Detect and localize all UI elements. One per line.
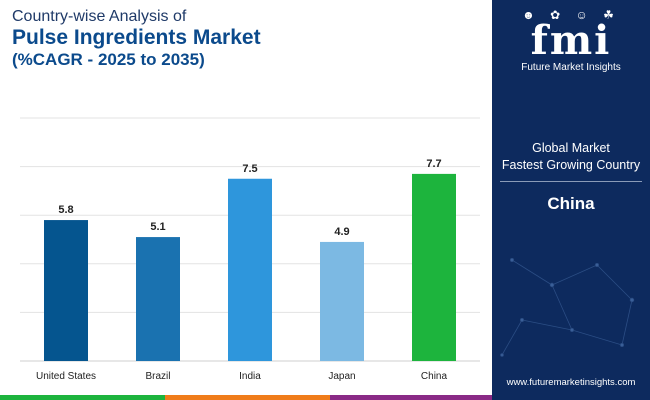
chart-title: Pulse Ingredients Market (12, 26, 261, 49)
highlight-label: Global Market Fastest Growing Country (492, 140, 650, 174)
logo-text: Future Market Insights (521, 62, 621, 73)
footer-color-strip (0, 395, 650, 400)
highlight-label-line1: Global Market (532, 141, 610, 155)
bar-united-states (44, 220, 88, 361)
bar-china (412, 173, 456, 361)
bar-india (228, 178, 272, 361)
x-tick-label-brazil: Brazil (145, 371, 170, 382)
title-block: Country-wise Analysis of Pulse Ingredien… (12, 8, 482, 70)
x-tick-label-india: India (239, 371, 261, 382)
highlight-label-line2: Fastest Growing Country (501, 158, 641, 172)
chart-subtitle: Country-wise Analysis of (12, 8, 187, 25)
logo-letters: fmi (530, 17, 612, 64)
data-label-china: 7.7 (426, 158, 441, 170)
fastest-growing-country: China (547, 194, 595, 213)
bar-japan (320, 241, 364, 361)
network-decoration (500, 257, 635, 357)
footer-segment-purple (330, 395, 492, 400)
logo-icons: ☻ ✿ ☺ ☘ (522, 8, 620, 22)
sidebar-divider (500, 181, 642, 182)
fmi-logo: ☻ ✿ ☺ ☘ fmi Future Market Insights (492, 8, 650, 73)
data-label-united-states: 5.8 (58, 204, 73, 216)
chart-cagr-period: (%CAGR - 2025 to 2035) (12, 50, 205, 69)
bar-chart: 5.8 United States 5.1 Brazil 7.5 India 4.9 Japa… (20, 117, 480, 382)
x-tick-label-japan: Japan (328, 371, 355, 382)
website-link[interactable]: www.futuremarketinsights.com (506, 377, 636, 388)
footer-segment-orange (165, 395, 330, 400)
x-tick-label-united-states: United States (36, 371, 96, 382)
footer-segment-green (0, 395, 165, 400)
bar-brazil (136, 237, 180, 361)
data-label-japan: 4.9 (334, 226, 349, 238)
x-tick-label-china: China (421, 371, 448, 382)
sidebar-panel: ☻ ✿ ☺ ☘ fmi Future Market Insights Globa… (492, 0, 650, 400)
data-label-brazil: 5.1 (150, 221, 165, 233)
footer-segment-navy (492, 395, 650, 400)
data-label-india: 7.5 (242, 163, 257, 175)
